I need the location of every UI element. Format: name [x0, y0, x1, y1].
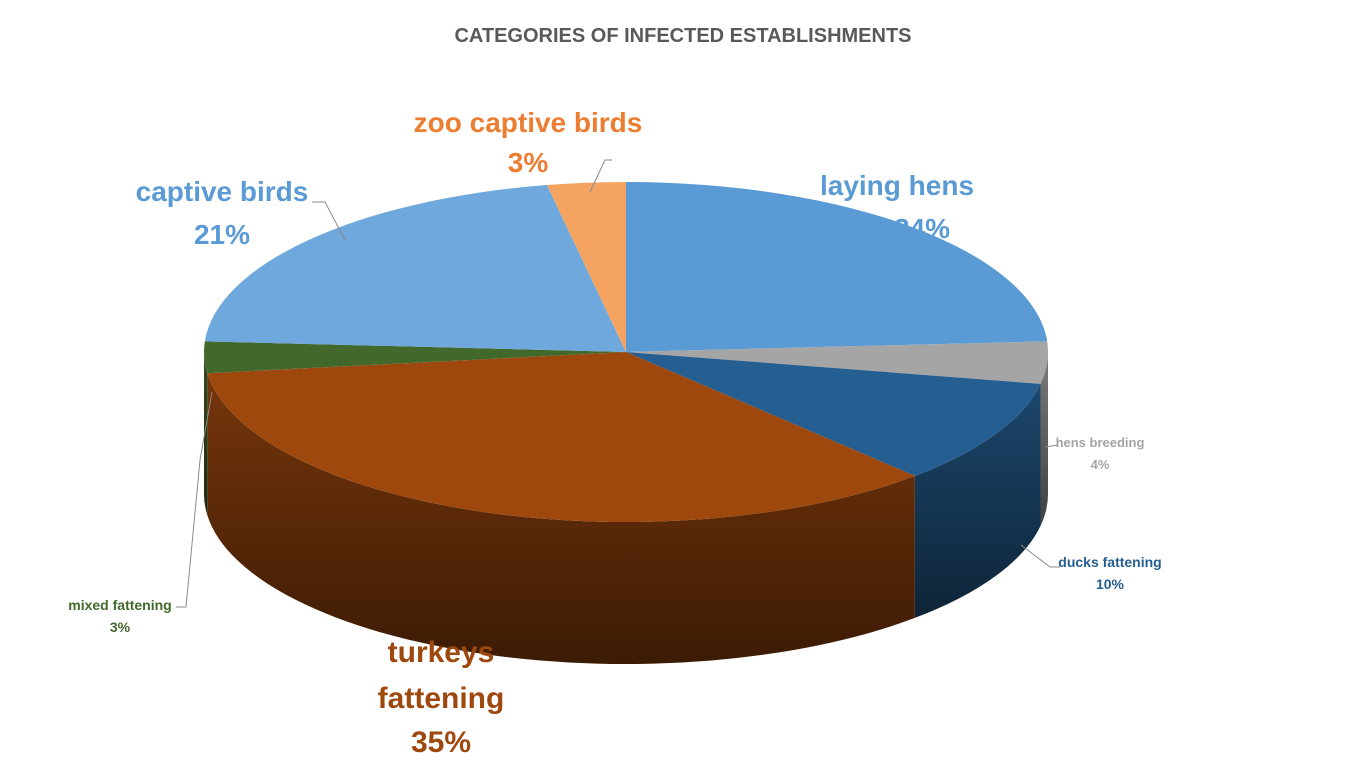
label-pct-hens-breeding: 4%: [1091, 457, 1110, 472]
label-name-mixed-fattening: mixed fattening: [68, 597, 171, 613]
label-pct-mixed-fattening: 3%: [110, 619, 131, 635]
pie-sides: [204, 352, 1048, 665]
pie-side-hens-breeding: [1040, 352, 1048, 526]
pie-slice-mixed-fattening: [204, 341, 627, 374]
pie-side-ducks-fattening: [914, 383, 1041, 618]
pie-side-mixed-fattening: [204, 352, 208, 516]
pie-slice-captive-birds: [204, 185, 627, 352]
pie-slice-hens-breeding: [626, 341, 1048, 384]
label-name-ducks-fattening: ducks fattening: [1058, 554, 1161, 570]
label-name-laying-hens: laying hens: [820, 170, 974, 201]
leader-line-ducks-fattening: [1020, 544, 1060, 568]
leader-line-captive-birds: [312, 201, 346, 241]
label-pct-zoo-captive-birds: 3%: [508, 147, 549, 178]
label-name-captive-birds: captive birds: [136, 176, 309, 207]
pie-side-turkeys-fattening: [207, 373, 915, 665]
label-pct-laying-hens: 24%: [894, 213, 950, 244]
leader-line-hens-breeding: [1044, 444, 1059, 448]
leader-line-zoo-captive-birds: [589, 159, 612, 193]
label-name-turkeys-fattening-line1: turkeys: [388, 636, 495, 669]
chart-title: CATEGORIES OF INFECTED ESTABLISHMENTS: [454, 25, 911, 47]
label-pct-ducks-fattening: 10%: [1096, 576, 1125, 592]
label-name-zoo-captive-birds: zoo captive birds: [414, 107, 643, 138]
label-name-hens-breeding: hens breeding: [1056, 435, 1145, 450]
pie-tops: [204, 182, 1048, 523]
pie-labels: laying hens 24% hens breeding 4% ducks fatte…: [68, 107, 1161, 759]
pie-slice-ducks-fattening: [626, 352, 1041, 476]
pie-slice-zoo-captive-birds: [546, 182, 626, 352]
label-pct-captive-birds: 21%: [194, 219, 250, 250]
pie-slice-laying-hens: [626, 182, 1048, 352]
label-name-turkeys-fattening-line2: fattening: [378, 682, 505, 715]
pie-slice-turkeys-fattening: [207, 352, 915, 523]
leader-line-mixed-fattening: [176, 391, 213, 608]
label-pct-turkeys-fattening: 35%: [411, 726, 471, 759]
